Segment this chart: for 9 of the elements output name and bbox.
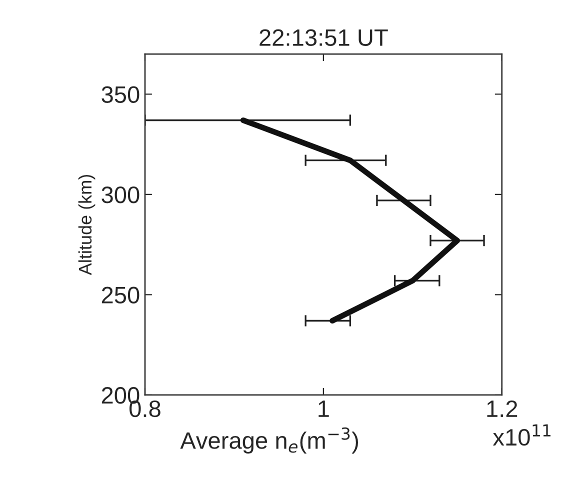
y-tick-label: 350 (102, 86, 140, 103)
x-axis-title: Average n$_{e}$(m$^{−3}$) (180, 427, 358, 454)
chart-title: 22:13:51 UT (260, 29, 388, 46)
y-axis-title: Altitude (km) (78, 174, 96, 276)
y-tick-label: 250 (102, 286, 140, 304)
text: x10$^{11}$ (492, 424, 550, 446)
x-tick-label: 1.2 (487, 400, 518, 417)
y-tick-label: 300 (102, 186, 140, 204)
x-tick-label: 1 (318, 400, 329, 417)
